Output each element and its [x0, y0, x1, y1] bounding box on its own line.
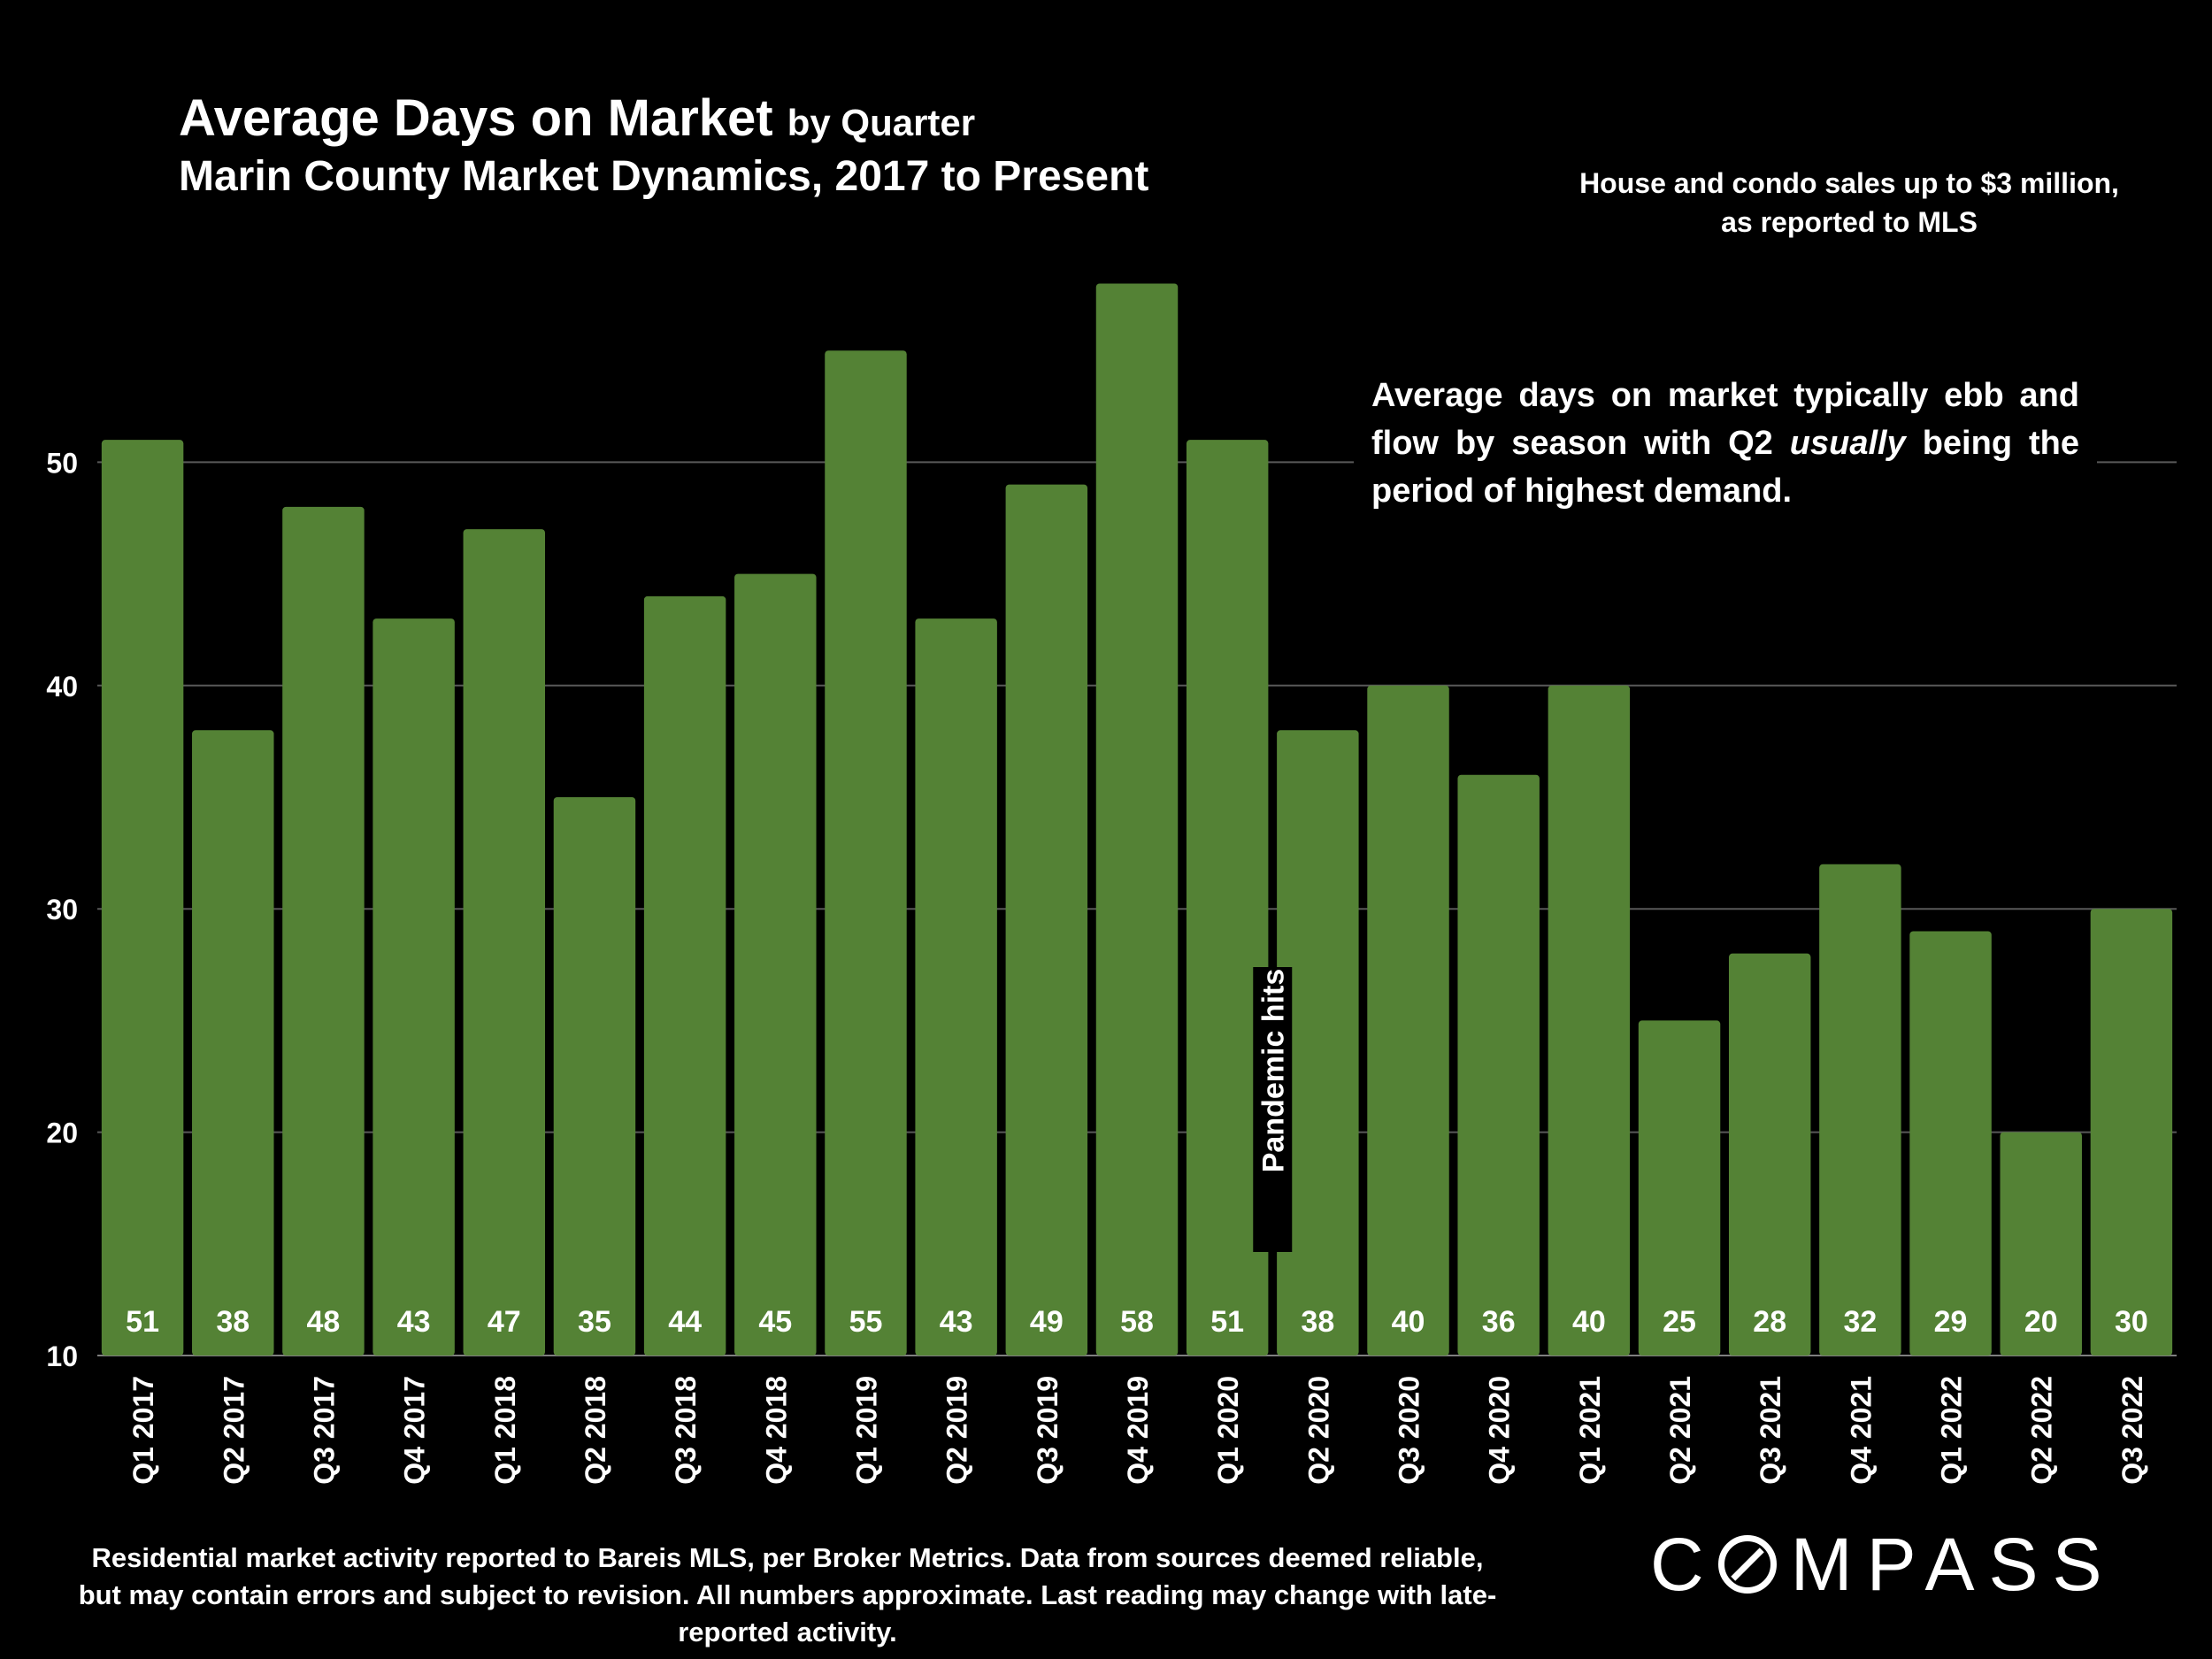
x-tick-label: Q1 2018: [489, 1376, 521, 1485]
chart-title-suffix: by Quarter: [787, 102, 976, 143]
y-tick-label: 30: [46, 894, 78, 926]
bar-value-label: 43: [940, 1305, 973, 1339]
bar-value-label: 25: [1663, 1305, 1696, 1339]
bar-value-label: 20: [2024, 1305, 2058, 1339]
x-tick-label: Q2 2022: [2026, 1376, 2058, 1485]
x-tick-label: Q2 2021: [1664, 1376, 1696, 1485]
callout-italic: usually: [1789, 425, 1906, 462]
logo-pre: C: [1650, 1523, 1718, 1606]
bar-value-label: 30: [2115, 1305, 2148, 1339]
data-scope-note: House and condo sales up to $3 million, …: [1579, 167, 2119, 238]
callout-text: Average days on market typically ebb and…: [1354, 372, 2097, 515]
bar: [463, 529, 546, 1356]
y-tick-label: 40: [46, 671, 78, 703]
y-tick-label: 50: [46, 447, 78, 479]
bars: [101, 283, 2173, 1356]
pandemic-annotation: Pandemic hits: [1256, 969, 1290, 1173]
bar: [2000, 1132, 2082, 1356]
bar: [282, 506, 365, 1356]
bar: [101, 440, 184, 1356]
bar-value-label: 40: [1392, 1305, 1425, 1339]
bar-value-label: 43: [397, 1305, 431, 1339]
bar: [1457, 774, 1540, 1356]
chart-title-main: Average Days on Market: [179, 89, 773, 147]
value-labels: 51 38 48 43 47 35 44 45 55 43 49 58 51 38 40 36 40 25 28 32…: [126, 1305, 2148, 1339]
y-tick-label: 20: [46, 1118, 78, 1149]
x-tick-label: Q4 2020: [1484, 1376, 1516, 1485]
callout-before: Average days on market typically ebb and…: [1371, 377, 2079, 462]
bar-value-label: 58: [1120, 1305, 1154, 1339]
bar: [1909, 931, 1992, 1356]
x-tick-label: Q4 2021: [1845, 1376, 1877, 1485]
x-tick-label: Q3 2017: [308, 1376, 340, 1485]
bar-value-label: 44: [668, 1305, 702, 1339]
bar-value-label: 51: [1210, 1305, 1244, 1339]
bar: [643, 595, 726, 1356]
bar-value-label: 49: [1030, 1305, 1064, 1339]
bar: [1819, 864, 1901, 1356]
logo-post: MPASS: [1790, 1523, 2116, 1606]
x-tick-label: Q1 2021: [1574, 1376, 1606, 1485]
x-tick-label: Q2 2018: [580, 1376, 611, 1485]
bar-value-label: 55: [849, 1305, 883, 1339]
x-tick-label: Q4 2019: [1122, 1376, 1154, 1485]
bar-value-label: 47: [488, 1305, 521, 1339]
callout-after: being the period of highest demand.: [1371, 425, 2079, 510]
y-axis: 10 20 30 40 50: [46, 447, 78, 1372]
bar: [1728, 953, 1811, 1356]
x-tick-label: Q3 2018: [670, 1376, 702, 1485]
bar: [1095, 283, 1179, 1356]
compass-o-icon: [1717, 1535, 1777, 1594]
x-tick-label: Q2 2020: [1302, 1376, 1334, 1485]
bar: [1277, 730, 1359, 1356]
x-tick-label: Q3 2021: [1755, 1376, 1786, 1485]
x-tick-label: Q3 2022: [2116, 1376, 2148, 1485]
annotation: Pandemic hits: [1253, 967, 1293, 1252]
x-tick-label: Q1 2017: [127, 1376, 159, 1485]
x-tick-label: Q3 2019: [1032, 1376, 1064, 1485]
bar: [734, 573, 817, 1356]
bar: [2090, 909, 2173, 1356]
bar-value-label: 38: [1301, 1305, 1334, 1339]
x-axis: Q1 2017 Q2 2017 Q3 2017 Q4 2017 Q1 2018 Q2 20…: [127, 1376, 2148, 1485]
bar: [825, 350, 907, 1356]
x-tick-label: Q2 2019: [941, 1376, 973, 1485]
annotation-background: [1253, 967, 1293, 1252]
x-tick-label: Q1 2019: [850, 1376, 882, 1485]
bar: [1638, 1020, 1721, 1356]
bar-value-label: 32: [1843, 1305, 1877, 1339]
bar: [1186, 440, 1269, 1356]
bar: [192, 730, 274, 1356]
bar-value-label: 48: [307, 1305, 341, 1339]
bar-value-label: 35: [578, 1305, 611, 1339]
bar: [1367, 685, 1449, 1356]
compass-logo: C MPASS: [1650, 1522, 2116, 1608]
bar: [1548, 685, 1631, 1356]
footnote: Residential market activity reported to …: [78, 1542, 1497, 1647]
bar-value-label: 40: [1572, 1305, 1606, 1339]
chart-title: Average Days on Market by Quarter: [179, 88, 975, 148]
bar-value-label: 38: [216, 1305, 250, 1339]
bar-value-label: 28: [1753, 1305, 1786, 1339]
bar-value-label: 45: [758, 1305, 792, 1339]
x-tick-label: Q1 2020: [1212, 1376, 1244, 1485]
bar: [1005, 484, 1088, 1356]
x-tick-label: Q4 2017: [399, 1376, 431, 1485]
x-tick-label: Q1 2022: [1936, 1376, 1968, 1485]
bar: [373, 618, 455, 1356]
bar: [553, 797, 636, 1356]
bar: [915, 618, 997, 1356]
x-tick-label: Q3 2020: [1394, 1376, 1425, 1485]
chart-subtitle: Marin County Market Dynamics, 2017 to Pr…: [179, 153, 1149, 200]
bar-value-label: 29: [1934, 1305, 1968, 1339]
bar-value-label: 51: [126, 1305, 159, 1339]
y-tick-label: 10: [46, 1340, 78, 1372]
x-tick-label: Q2 2017: [218, 1376, 250, 1485]
x-tick-label: Q4 2018: [760, 1376, 792, 1485]
bar-value-label: 36: [1482, 1305, 1516, 1339]
